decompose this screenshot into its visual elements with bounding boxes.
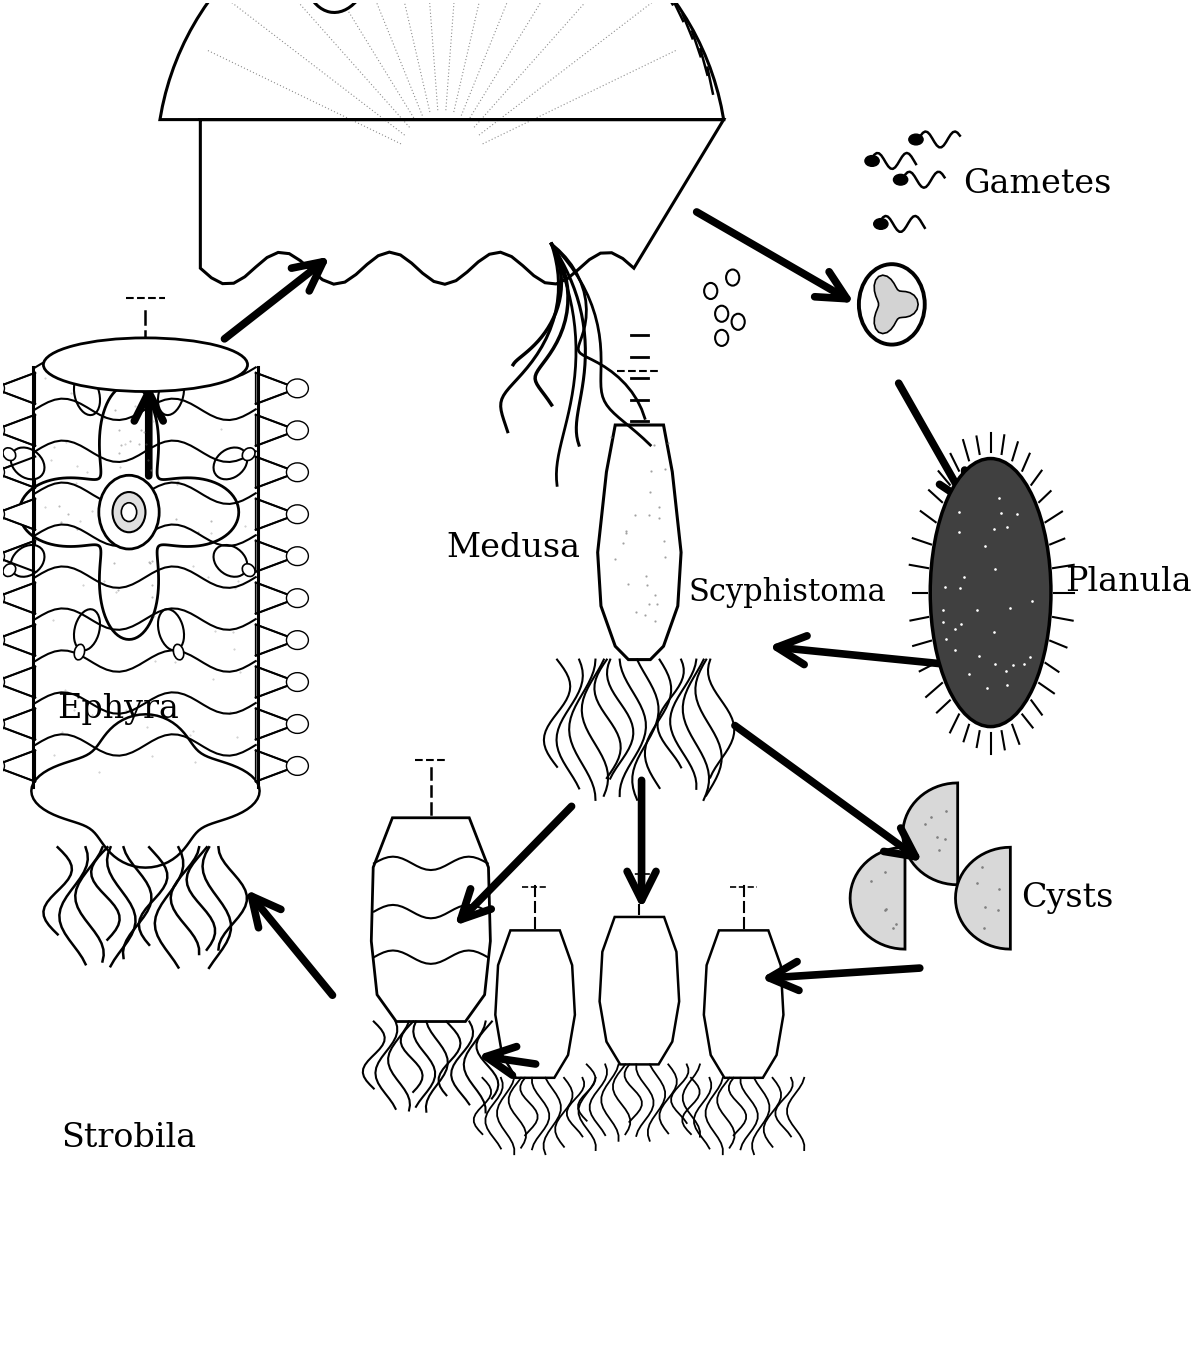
Ellipse shape (301, 0, 373, 12)
Ellipse shape (11, 447, 44, 479)
Text: Strobila: Strobila (61, 1123, 197, 1154)
Ellipse shape (173, 365, 184, 380)
Ellipse shape (2, 564, 16, 576)
Polygon shape (850, 847, 905, 949)
Text: Medusa: Medusa (446, 532, 580, 564)
Polygon shape (600, 917, 679, 1065)
Polygon shape (34, 367, 258, 787)
Ellipse shape (74, 365, 85, 380)
Ellipse shape (158, 374, 184, 415)
Polygon shape (256, 541, 298, 572)
Text: Planula: Planula (1066, 565, 1192, 598)
Ellipse shape (0, 631, 5, 650)
Text: Cysts: Cysts (1021, 882, 1114, 914)
Polygon shape (0, 415, 35, 446)
Polygon shape (256, 625, 298, 656)
Polygon shape (0, 456, 35, 487)
Ellipse shape (121, 503, 137, 521)
Polygon shape (0, 541, 35, 572)
Ellipse shape (0, 463, 5, 482)
Ellipse shape (0, 505, 5, 524)
Ellipse shape (0, 421, 5, 440)
Polygon shape (902, 783, 958, 884)
Ellipse shape (715, 330, 728, 346)
Polygon shape (704, 930, 784, 1078)
Polygon shape (0, 625, 35, 656)
Text: Ephyra: Ephyra (58, 693, 179, 725)
Ellipse shape (74, 610, 100, 650)
Polygon shape (598, 425, 682, 660)
Ellipse shape (11, 545, 44, 577)
Text: Gametes: Gametes (964, 168, 1111, 199)
Ellipse shape (704, 283, 718, 299)
Polygon shape (0, 708, 35, 739)
Polygon shape (160, 0, 724, 284)
Ellipse shape (287, 380, 308, 397)
Ellipse shape (113, 493, 145, 532)
Ellipse shape (865, 156, 880, 167)
Polygon shape (0, 750, 35, 782)
Ellipse shape (287, 463, 308, 482)
Ellipse shape (74, 374, 100, 415)
Ellipse shape (726, 269, 739, 285)
Ellipse shape (214, 545, 247, 577)
Ellipse shape (158, 610, 184, 650)
Ellipse shape (715, 306, 728, 322)
Polygon shape (256, 415, 298, 446)
Ellipse shape (0, 588, 5, 607)
Polygon shape (256, 373, 298, 404)
Polygon shape (256, 456, 298, 487)
Ellipse shape (173, 645, 184, 660)
Ellipse shape (0, 715, 5, 734)
Ellipse shape (74, 645, 85, 660)
Ellipse shape (0, 546, 5, 565)
Ellipse shape (287, 546, 308, 565)
Ellipse shape (930, 459, 1051, 727)
Polygon shape (256, 583, 298, 614)
Ellipse shape (287, 631, 308, 650)
Ellipse shape (242, 564, 256, 576)
Polygon shape (0, 583, 35, 614)
Polygon shape (256, 666, 298, 697)
Polygon shape (0, 373, 35, 404)
Ellipse shape (287, 673, 308, 692)
Ellipse shape (43, 338, 247, 392)
Ellipse shape (0, 673, 5, 692)
Polygon shape (0, 666, 35, 697)
Ellipse shape (732, 314, 745, 330)
Polygon shape (371, 818, 491, 1022)
Ellipse shape (242, 448, 256, 460)
Ellipse shape (894, 175, 907, 186)
Ellipse shape (0, 380, 5, 397)
Ellipse shape (287, 588, 308, 607)
Ellipse shape (874, 218, 888, 229)
Polygon shape (0, 498, 35, 530)
Ellipse shape (2, 448, 16, 460)
Ellipse shape (287, 756, 308, 775)
Polygon shape (31, 715, 259, 868)
Ellipse shape (0, 756, 5, 775)
Ellipse shape (908, 135, 923, 145)
Polygon shape (19, 385, 239, 639)
Polygon shape (875, 275, 918, 334)
Ellipse shape (98, 475, 160, 549)
Polygon shape (256, 708, 298, 739)
Text: Scyphistoma: Scyphistoma (689, 577, 887, 608)
Polygon shape (256, 498, 298, 530)
Polygon shape (955, 847, 1010, 949)
Polygon shape (496, 930, 575, 1078)
Ellipse shape (287, 715, 308, 734)
Ellipse shape (859, 264, 925, 345)
Polygon shape (256, 750, 298, 782)
Ellipse shape (287, 505, 308, 524)
Ellipse shape (287, 421, 308, 440)
Ellipse shape (214, 447, 247, 479)
